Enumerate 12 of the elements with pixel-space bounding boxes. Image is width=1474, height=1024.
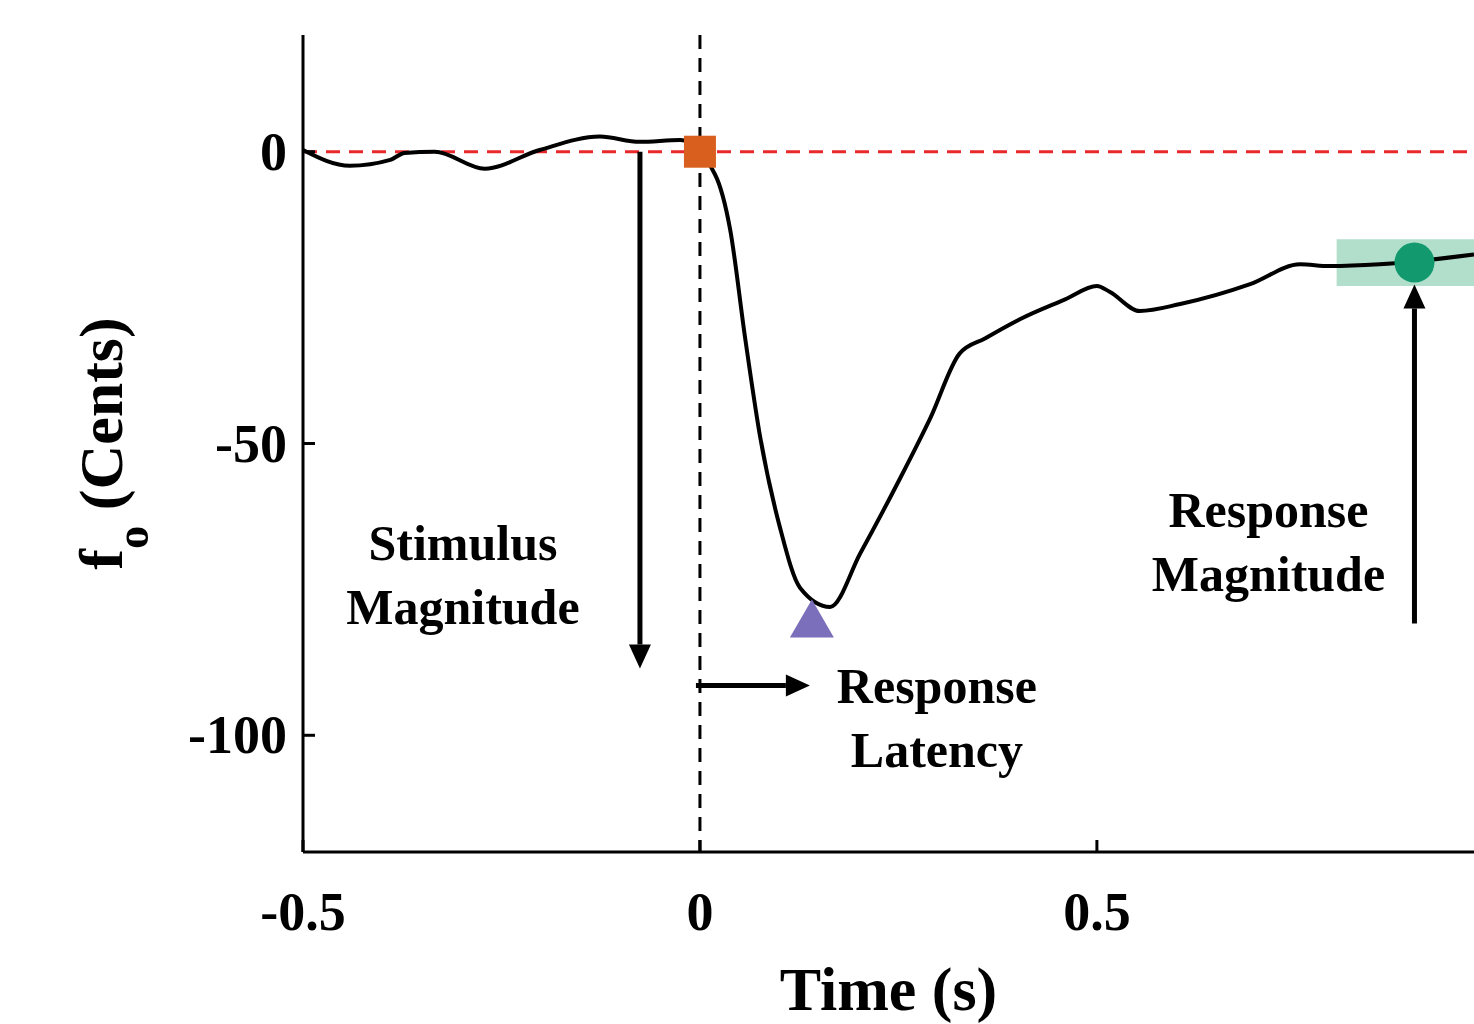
y-tick-label: 0 (260, 121, 287, 182)
y-tick-label: -100 (188, 705, 287, 766)
point (789, 599, 834, 638)
x-tick-label: 0 (686, 882, 714, 942)
x-axis-title: Time (s) (779, 955, 998, 1024)
x-tick-label: 0.5 (1063, 882, 1131, 942)
annotation: Stimulus Magnitude (346, 515, 580, 635)
annotation: Response Magnitude (1151, 482, 1386, 602)
annotation: Response Latency (836, 657, 1037, 778)
x-tick-label: -0.5 (260, 882, 346, 942)
y-tick-label: -50 (215, 413, 287, 474)
point (683, 135, 716, 168)
